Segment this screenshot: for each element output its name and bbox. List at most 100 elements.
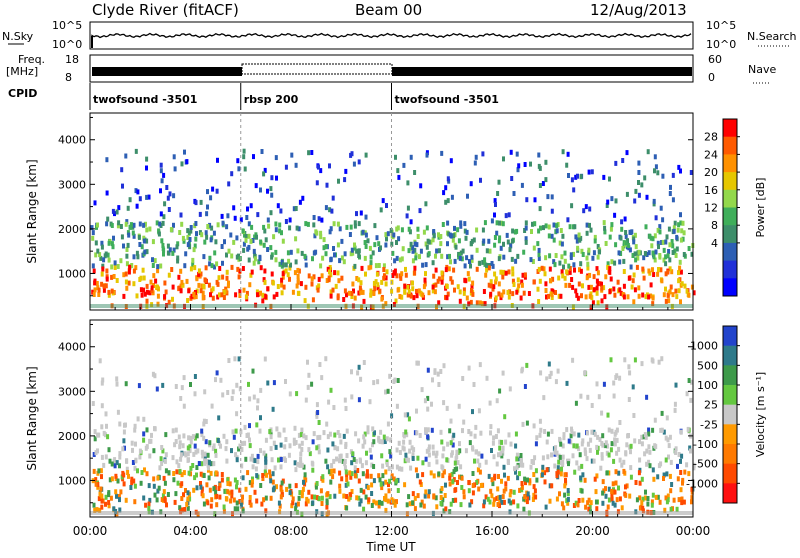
velocity-echo-cell	[601, 490, 605, 496]
power-echo-cell	[656, 271, 660, 277]
power-echo-cell	[463, 221, 467, 227]
power-colorbar-segment	[723, 172, 737, 191]
velocity-echo-cell	[253, 489, 257, 495]
velocity-echo-cell	[171, 455, 175, 461]
power-echo-cell	[328, 229, 332, 235]
power-echo-cell	[608, 176, 611, 182]
velocity-echo-cell	[515, 456, 519, 462]
power-echo-cell	[151, 257, 154, 263]
velocity-echo-cell	[296, 501, 300, 507]
power-echo-cell	[462, 287, 466, 293]
velocity-echo-cell	[558, 436, 562, 442]
power-echo-cell	[481, 259, 485, 265]
power-echo-cell	[632, 236, 636, 242]
velocity-echo-cell	[690, 499, 693, 505]
velocity-echo-cell	[564, 478, 567, 483]
velocity-echo-cell	[186, 490, 190, 496]
velocity-echo-cell	[110, 476, 114, 482]
velocity-echo-cell	[520, 481, 524, 486]
power-echo-cell	[105, 190, 109, 196]
velocity-echo-cell	[660, 410, 664, 416]
velocity-echo-cell	[231, 429, 235, 435]
velocity-echo-cell	[532, 492, 536, 498]
power-echo-cell	[624, 240, 628, 246]
velocity-echo-cell	[446, 441, 450, 447]
power-echo-cell	[206, 224, 210, 229]
velocity-echo-cell	[662, 429, 666, 435]
velocity-echo-cell	[380, 485, 384, 491]
power-echo-cell	[163, 280, 167, 286]
velocity-echo-cell	[187, 435, 191, 441]
velocity-colorbar-segment	[723, 463, 737, 484]
velocity-echo-cell	[618, 420, 622, 425]
velocity-echo-cell	[454, 497, 458, 503]
power-echo-cell	[137, 234, 141, 240]
velocity-echo-cell	[203, 451, 207, 457]
velocity-echo-cell	[130, 476, 134, 482]
velocity-echo-cell	[471, 483, 475, 488]
velocity-echo-cell	[613, 489, 617, 495]
velocity-echo-cell	[492, 435, 496, 441]
velocity-echo-cell	[182, 403, 186, 409]
velocity-echo-cell	[563, 492, 567, 498]
power-echo-cell	[93, 200, 97, 206]
power-echo-cell	[110, 264, 114, 270]
velocity-echo-cell	[133, 465, 137, 471]
power-echo-cell	[127, 232, 131, 238]
velocity-echo-cell	[315, 402, 319, 408]
velocity-echo-cell	[288, 483, 292, 489]
power-echo-cell	[145, 165, 148, 171]
velocity-echo-cell	[353, 465, 357, 471]
power-echo-cell	[668, 266, 672, 272]
power-echo-cell	[110, 241, 114, 247]
power-echo-cell	[242, 241, 246, 247]
power-echo-cell	[537, 256, 541, 261]
power-echo-cell	[462, 290, 466, 296]
velocity-echo-cell	[188, 444, 192, 450]
velocity-echo-cell	[183, 507, 187, 512]
power-echo-cell	[647, 294, 651, 300]
power-echo-cell	[263, 279, 267, 285]
power-echo-cell	[175, 244, 179, 250]
velocity-echo-cell	[654, 444, 658, 450]
power-echo-cell	[421, 262, 425, 268]
velocity-echo-cell	[233, 506, 237, 512]
velocity-echo-cell	[629, 465, 633, 471]
velocity-echo-cell	[411, 491, 415, 497]
power-echo-cell	[131, 230, 135, 236]
power-echo-cell	[431, 288, 435, 294]
power-echo-cell	[111, 208, 115, 214]
velocity-echo-cell	[668, 434, 672, 440]
power-echo-cell	[507, 294, 511, 300]
power-echo-cell	[633, 251, 637, 257]
power-echo-cell	[255, 289, 259, 295]
power-echo-cell	[415, 242, 419, 248]
power-echo-cell	[649, 293, 653, 299]
velocity-echo-cell	[241, 508, 245, 514]
power-echo-cell	[197, 282, 201, 288]
velocity-echo-cell	[263, 469, 267, 475]
power-echo-cell	[416, 226, 420, 232]
power-echo-cell	[524, 225, 528, 231]
velocity-echo-cell	[167, 470, 171, 476]
power-echo-cell	[95, 281, 99, 286]
power-echo-cell	[319, 263, 323, 269]
power-echo-cell	[474, 154, 478, 160]
velocity-echo-cell	[328, 431, 332, 437]
power-echo-cell	[259, 239, 263, 245]
velocity-echo-cell	[96, 484, 100, 490]
velocity-echo-cell	[627, 364, 631, 370]
power-echo-cell	[552, 222, 556, 228]
velocity-echo-cell	[632, 413, 636, 418]
power-echo-cell	[361, 289, 365, 295]
power-echo-cell	[453, 225, 456, 231]
velocity-echo-cell	[504, 481, 508, 487]
power-echo-cell	[641, 292, 645, 298]
power-echo-cell	[660, 240, 664, 245]
power-echo-cell	[553, 262, 557, 268]
power-echo-cell	[568, 224, 572, 230]
power-echo-cell	[160, 178, 164, 184]
velocity-echo-cell	[270, 457, 274, 463]
power-ytick-label: 3000	[58, 178, 86, 191]
